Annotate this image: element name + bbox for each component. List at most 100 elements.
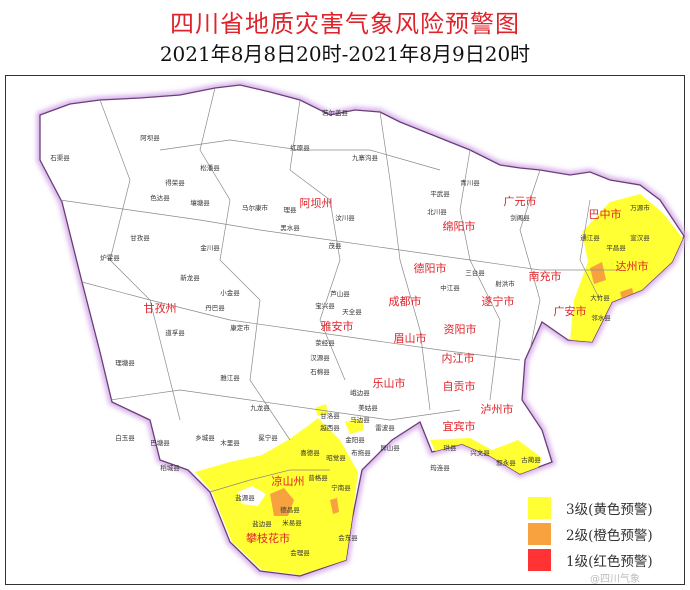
- county-label: 冕宁县: [258, 433, 278, 442]
- county-label: 兴文县: [470, 448, 490, 457]
- county-label: 甘孜县: [130, 233, 150, 242]
- county-label: 乡城县: [195, 434, 215, 442]
- county-label: 甘洛县: [320, 411, 340, 420]
- county-label: 九寨沟县: [352, 153, 379, 162]
- county-label: 平武县: [430, 189, 450, 198]
- county-label: 峨边县: [350, 388, 370, 397]
- county-label: 道孚县: [165, 328, 185, 337]
- county-label: 古蔺县: [521, 455, 541, 464]
- city-label: 内江市: [442, 351, 475, 365]
- county-label: 康定市: [230, 323, 250, 332]
- county-label: 石棉县: [310, 367, 330, 376]
- city-label: 甘孜州: [144, 301, 177, 315]
- county-label: 喜德县: [300, 448, 320, 457]
- county-label: 大竹县: [590, 293, 610, 302]
- district-boundary: [109, 389, 461, 421]
- county-label: 小金县: [220, 288, 240, 297]
- county-label: 新龙县: [180, 273, 200, 282]
- city-label: 德阳市: [414, 261, 447, 275]
- county-label: 越西县: [320, 423, 340, 432]
- city-label: 达州市: [616, 259, 649, 273]
- district-boundary: [81, 281, 521, 361]
- city-label: 雅安市: [321, 319, 354, 333]
- county-label: 射洪市: [495, 279, 515, 288]
- county-label: 中江县: [440, 283, 460, 292]
- county-label: 宣汉县: [630, 233, 650, 242]
- county-label: 布拖县: [351, 448, 371, 457]
- county-label: 宁南县: [331, 483, 351, 492]
- county-label: 叙永县: [496, 458, 516, 467]
- county-label: 马边县: [350, 416, 370, 424]
- county-label: 天全县: [342, 307, 362, 316]
- district-boundaries: [59, 87, 620, 493]
- county-label: 三台县: [465, 268, 485, 277]
- county-label: 若尔盖县: [322, 108, 349, 117]
- district-boundary: [59, 199, 620, 271]
- county-label: 万源市: [630, 203, 650, 212]
- county-label: 茂县: [329, 241, 343, 250]
- map-subtitle: 2021年8月8日20时-2021年8月9日20时: [159, 42, 531, 66]
- county-label: 青川县: [460, 178, 480, 187]
- county-label: 白玉县: [115, 433, 135, 442]
- county-label: 剑阁县: [510, 213, 530, 222]
- district-boundary: [99, 99, 181, 421]
- warning-area-level2-dechang: [270, 488, 294, 516]
- county-label: 马尔康市: [242, 203, 269, 212]
- warning-area-level2-dazhou: [590, 262, 636, 306]
- district-boundary: [159, 139, 441, 171]
- county-label: 巴塘县: [150, 438, 170, 447]
- legend-item-level2: 2级(橙色预警): [528, 521, 653, 547]
- county-label: 汶川县: [335, 213, 355, 222]
- county-label: 邻水县: [591, 313, 611, 322]
- county-label: 金川县: [200, 243, 220, 252]
- map-frame: [5, 75, 685, 585]
- district-boundary: [519, 169, 541, 351]
- city-label: 资阳市: [444, 322, 477, 336]
- city-label: 攀枝花市: [246, 531, 290, 545]
- map-title: 四川省地质灾害气象风险预警图: [170, 10, 520, 38]
- legend-swatch: [528, 497, 551, 519]
- county-label: 理塘县: [115, 358, 135, 367]
- county-label: 阿坝县: [140, 133, 160, 142]
- city-label: 凉山州: [272, 474, 305, 488]
- county-label: 平昌县: [606, 244, 626, 252]
- county-label: 芦山县: [330, 289, 350, 298]
- warning-area-level3-ganluo: [315, 404, 364, 434]
- county-label: 稻城县: [160, 463, 180, 472]
- county-label: 普格县: [308, 473, 328, 482]
- county-label: 珙县: [444, 444, 458, 452]
- county-label: 筠连县: [430, 463, 450, 472]
- county-label: 宝兴县: [315, 301, 335, 310]
- county-label: 雅江县: [220, 374, 240, 382]
- district-boundary: [289, 99, 346, 381]
- city-label: 绵阳市: [443, 219, 476, 233]
- county-label: 盐边县: [252, 519, 272, 528]
- county-label: 九龙县: [250, 403, 270, 412]
- county-label: 汉源县: [310, 353, 330, 362]
- city-label: 广安市: [554, 304, 587, 318]
- warning-area-level3-northeast: [570, 194, 684, 342]
- county-label: 红原县: [290, 143, 310, 152]
- legend: 3级(黄色预警) 2级(橙色预警) 1级(红色预警): [528, 495, 653, 573]
- city-label: 南充市: [529, 269, 562, 283]
- county-label: 石渠县: [50, 153, 70, 162]
- county-label: 理县: [284, 206, 298, 214]
- district-boundary: [379, 111, 431, 411]
- legend-swatch: [528, 523, 551, 545]
- legend-label: 3级(黄色预警): [566, 502, 653, 518]
- county-label: 壤塘县: [190, 198, 210, 207]
- legend-label: 1级(红色预警): [566, 554, 653, 570]
- county-label: 炉霍县: [100, 253, 120, 262]
- city-label: 泸州市: [481, 402, 514, 416]
- county-label: 通江县: [580, 233, 600, 242]
- legend-item-level3: 3级(黄色预警): [528, 495, 653, 521]
- district-boundary: [579, 199, 601, 301]
- county-label: 会东县: [338, 533, 358, 542]
- county-label: 黑水县: [280, 223, 300, 232]
- county-label: 米易县: [282, 518, 302, 527]
- county-label: 德昌县: [280, 505, 300, 514]
- county-label: 会理县: [290, 548, 310, 557]
- county-label: 金阳县: [345, 435, 365, 444]
- county-label: 美姑县: [358, 403, 378, 412]
